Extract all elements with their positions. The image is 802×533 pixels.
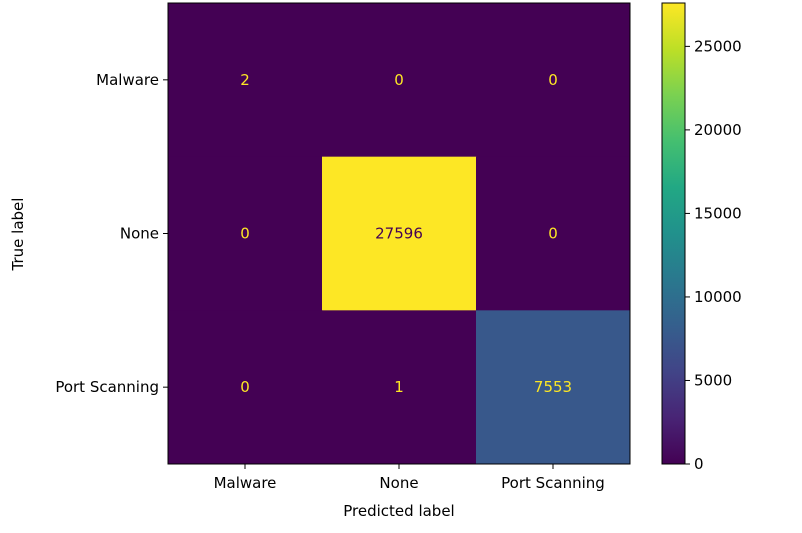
cell-value-label: 0 xyxy=(548,71,558,89)
colorbar: 0 5000 10000 15000 20000 25000 xyxy=(661,2,742,473)
heatmap-cell xyxy=(322,156,477,311)
heatmap-cell xyxy=(322,3,477,158)
x-axis-label: Predicted label xyxy=(343,502,454,520)
heatmap-cells xyxy=(168,3,631,465)
axes: Malware None Port Scanning Malware None Port … xyxy=(55,71,605,492)
colorbar-frame xyxy=(661,2,686,465)
colorbar-tick-label: 10000 xyxy=(694,288,742,306)
cell-value-label: 0 xyxy=(240,225,250,243)
y-tick-label: Port Scanning xyxy=(55,378,159,396)
cell-value-label: 0 xyxy=(240,378,250,396)
heatmap-cell xyxy=(168,310,323,465)
heatmap-cell xyxy=(476,156,631,311)
cell-value-label: 1 xyxy=(394,378,404,396)
heatmap-cell xyxy=(168,3,323,158)
heatmap-cell-labels: 2 0 0 0 27596 0 0 1 7553 xyxy=(240,71,572,396)
colorbar-tick-label: 15000 xyxy=(694,204,742,222)
heatmap-cell xyxy=(168,156,323,311)
heatmap-cell xyxy=(476,310,631,465)
colorbar-tick-label: 25000 xyxy=(694,37,742,55)
x-tick-label: None xyxy=(379,474,418,492)
cell-value-label: 2 xyxy=(240,71,250,89)
colorbar-tick-label: 20000 xyxy=(694,121,742,139)
y-tick-label: Malware xyxy=(96,71,159,89)
y-tick-label: None xyxy=(120,225,159,243)
x-tick-label: Malware xyxy=(214,474,277,492)
heatmap-cell xyxy=(476,3,631,158)
y-axis-label: True label xyxy=(9,198,27,272)
cell-value-label: 0 xyxy=(548,225,558,243)
cell-value-label: 0 xyxy=(394,71,404,89)
cell-value-label: 7553 xyxy=(534,378,572,396)
x-tick-label: Port Scanning xyxy=(501,474,605,492)
heatmap-cell xyxy=(322,310,477,465)
colorbar-tick-label: 5000 xyxy=(694,371,732,389)
colorbar-gradient xyxy=(662,3,685,464)
colorbar-tick-label: 0 xyxy=(694,455,704,473)
cell-value-label: 27596 xyxy=(375,225,423,243)
